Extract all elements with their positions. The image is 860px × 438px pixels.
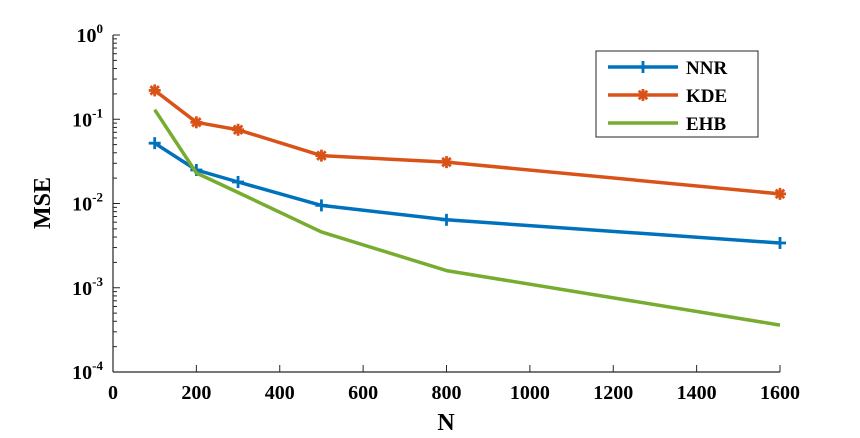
y-tick-label-exponent: -3 [92, 274, 103, 289]
x-tick-label: 200 [181, 382, 211, 404]
x-tick-label: 1000 [510, 382, 550, 404]
series-nnr-point [148, 137, 161, 150]
legend-item-kde-label: KDE [686, 86, 727, 107]
series-kde-marker-spoke [232, 124, 244, 136]
y-tick-label: 10-4 [72, 358, 103, 384]
y-tick-label-base: 10 [77, 25, 97, 47]
series-kde-marker-spoke [316, 150, 327, 161]
x-tick-label: 1200 [593, 382, 633, 404]
legend-item-nnr: NNR [608, 58, 727, 79]
series-nnr-point [315, 199, 328, 212]
y-tick-label-exponent: 0 [97, 21, 104, 36]
series-kde-marker-spoke [149, 85, 160, 96]
series-nnr-point [232, 175, 245, 188]
y-tick-label-base: 10 [72, 109, 92, 131]
legend: NNR KDE EHB [595, 50, 759, 138]
legend-item-ehb: EHB [608, 114, 726, 135]
series-kde-point [440, 156, 453, 169]
y-tick-label: 10-1 [72, 105, 103, 131]
legend-item-nnr-label: NNR [686, 58, 727, 79]
series-kde-point [232, 123, 245, 136]
series-ehb [153, 108, 781, 327]
series-kde-point [774, 187, 786, 200]
legend-item-ehb-label: EHB [686, 114, 726, 135]
series-kde [148, 84, 786, 200]
series-kde-point [315, 149, 328, 162]
y-tick-label-exponent: -4 [92, 358, 103, 373]
y-tick-label: 100 [77, 21, 104, 47]
series-nnr-point [774, 236, 786, 249]
x-tick-label: 1600 [760, 382, 800, 404]
series-kde-marker-spoke [191, 117, 202, 128]
series-kde-marker-spoke [441, 156, 452, 168]
series-kde-line [153, 89, 781, 196]
y-tick-label-exponent: -1 [92, 105, 103, 120]
legend-item-kde-marker-spoke [637, 89, 649, 101]
y-tick-label-base: 10 [72, 362, 92, 384]
axes-layer: 0 200 400 600 800 1000 1200 1400 160010-410-310-… [72, 21, 800, 404]
y-tick-label-base: 10 [72, 278, 92, 300]
x-tick-label: 400 [265, 382, 295, 404]
x-tick-label: 0 [108, 382, 118, 404]
series-kde-marker-spoke [774, 188, 786, 200]
series-nnr-point [440, 213, 453, 226]
y-tick-label: 10-3 [72, 274, 103, 300]
series-kde-point [148, 84, 161, 97]
x-axis-title: N [437, 410, 455, 436]
x-tick-label: 800 [432, 382, 462, 404]
y-tick-label: 10-2 [72, 190, 103, 216]
series-ehb-line [153, 108, 781, 327]
x-tick-label: 1400 [677, 382, 717, 404]
y-tick-label-exponent: -2 [92, 190, 103, 205]
y-tick-label-base: 10 [72, 194, 92, 216]
series-layer [148, 84, 786, 327]
legend-item-kde: KDE [608, 86, 727, 107]
series-kde-point [190, 116, 203, 129]
x-tick-label: 600 [348, 382, 378, 404]
y-axis-title: MSE [30, 177, 56, 229]
